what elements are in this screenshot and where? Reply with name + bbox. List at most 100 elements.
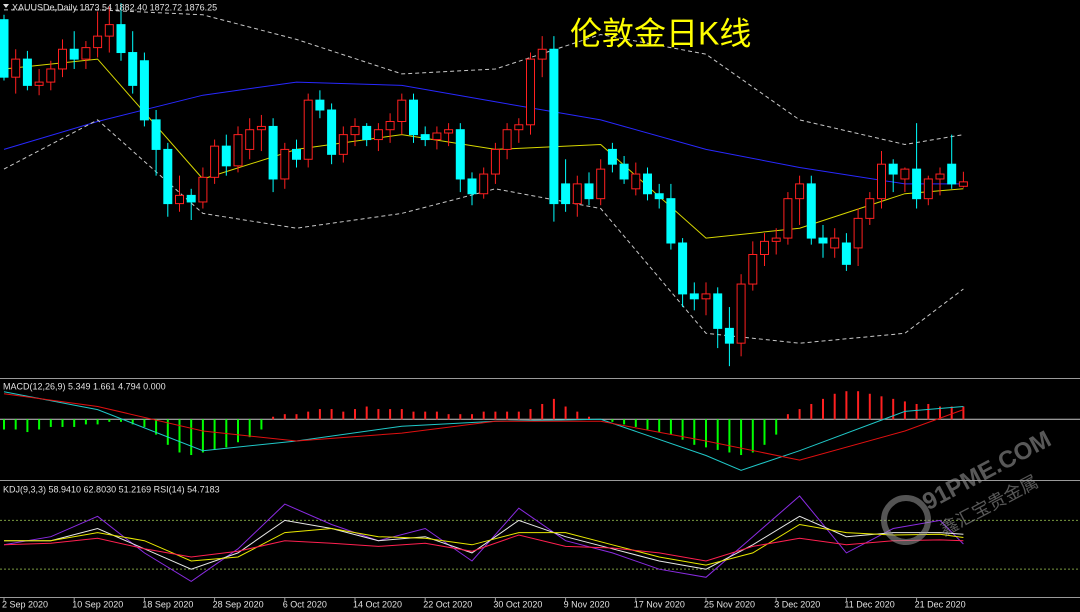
candle-body [34, 81, 44, 86]
candle-body [46, 68, 56, 83]
menu-triangle [3, 4, 9, 8]
candle-body [151, 119, 161, 150]
macd-bar [61, 419, 64, 427]
x-tick-label: 11 Dec 2020 [844, 599, 894, 609]
macd-bar [435, 411, 438, 420]
candle-body [783, 198, 793, 239]
x-tick-label: 21 Dec 2020 [915, 599, 966, 609]
macd-bar [634, 419, 637, 427]
macd-bar [96, 419, 99, 425]
macd-bar [108, 419, 111, 422]
macd-bar [272, 416, 275, 420]
macd-bar [693, 419, 696, 445]
macd-bar [248, 419, 251, 438]
candle-body [947, 163, 957, 185]
candle-body [689, 293, 699, 300]
macd-bar [728, 419, 731, 453]
candle-body [467, 178, 477, 195]
macd-bar [424, 411, 427, 420]
macd-bar [751, 419, 754, 453]
candle-body [210, 145, 220, 178]
macd-bar [237, 419, 239, 443]
macd-bar [810, 403, 813, 420]
candle-body [865, 198, 875, 219]
indicator-line [3, 119, 964, 344]
macd-bar [950, 406, 953, 420]
candle-body [280, 148, 290, 180]
candle-body [724, 327, 734, 344]
candle-body [877, 163, 886, 200]
macd-bar [471, 414, 473, 420]
candle-body [713, 293, 723, 329]
candle-body [771, 237, 781, 242]
candle-body [292, 148, 301, 160]
candle-body [900, 168, 910, 180]
candle-body [338, 134, 348, 155]
candle-body [444, 129, 454, 134]
candle-body [303, 99, 313, 160]
x-tick-label: 22 Oct 2020 [423, 599, 472, 609]
macd-header: MACD(12,26,9) 5.349 1.661 4.794 0.000 [3, 381, 166, 391]
macd-bar [38, 419, 41, 430]
macd-bar [330, 409, 333, 420]
candle-body [350, 125, 360, 136]
macd-bar [716, 419, 719, 450]
x-tick-label: 30 Oct 2020 [493, 599, 542, 609]
macd-bar [49, 419, 52, 427]
macd-bar [260, 419, 263, 430]
macd-bar [155, 419, 158, 435]
candle-body [256, 125, 266, 131]
candle-body [186, 194, 196, 203]
candle-body [561, 183, 571, 205]
candle-body [795, 183, 805, 200]
macd-bar [822, 398, 824, 420]
macd-bar [26, 419, 29, 433]
macd-bar [84, 419, 87, 425]
macd-bar [740, 419, 743, 456]
x-tick-label: 28 Sep 2020 [213, 599, 264, 609]
indicator-line [3, 391, 964, 471]
candle-body [22, 58, 32, 86]
x-tick-label: 18 Sep 2020 [142, 599, 193, 609]
x-tick-label: 25 Nov 2020 [704, 599, 755, 609]
x-tick-label: 9 Nov 2020 [564, 599, 610, 609]
candle-body [701, 293, 711, 300]
candle-body [549, 48, 559, 205]
candle-body [678, 242, 688, 295]
macd-bar [14, 419, 17, 430]
candle-body [479, 173, 489, 195]
macd-bar [201, 419, 204, 453]
macd-bar [459, 414, 462, 420]
macd-bar [120, 419, 122, 422]
watermark-logo [881, 495, 931, 545]
macd-bar [494, 411, 497, 420]
candle-body [409, 99, 418, 136]
macd-bar [307, 411, 310, 420]
candle-body [619, 163, 629, 180]
indicator-line [3, 81, 964, 185]
macd-bar [927, 403, 930, 420]
candle-body [104, 24, 114, 37]
indicator-line [4, 9, 964, 146]
macd-bar [365, 406, 368, 420]
candle-body [268, 125, 278, 180]
macd-bar [681, 419, 684, 440]
candle-body [385, 121, 395, 131]
macd-bar [73, 419, 76, 427]
kdj-header: KDJ(9,3,3) 58.9410 62.8030 51.2169 RSI(1… [3, 484, 220, 494]
macd-bar [868, 393, 871, 420]
candle-body [198, 176, 208, 203]
macd-bar [377, 409, 380, 420]
macd-bar [541, 403, 544, 420]
candle-body [455, 129, 465, 180]
candle-body [923, 178, 933, 200]
candle-body [537, 48, 547, 60]
candle-body [362, 125, 372, 141]
macd-bar [939, 406, 941, 420]
macd-bar [482, 411, 485, 420]
macd-bar [892, 398, 895, 420]
candle-body [221, 145, 231, 167]
chart-title: 伦敦金日K线 [570, 15, 751, 51]
candle-body [502, 129, 512, 150]
macd-bar [342, 411, 345, 420]
